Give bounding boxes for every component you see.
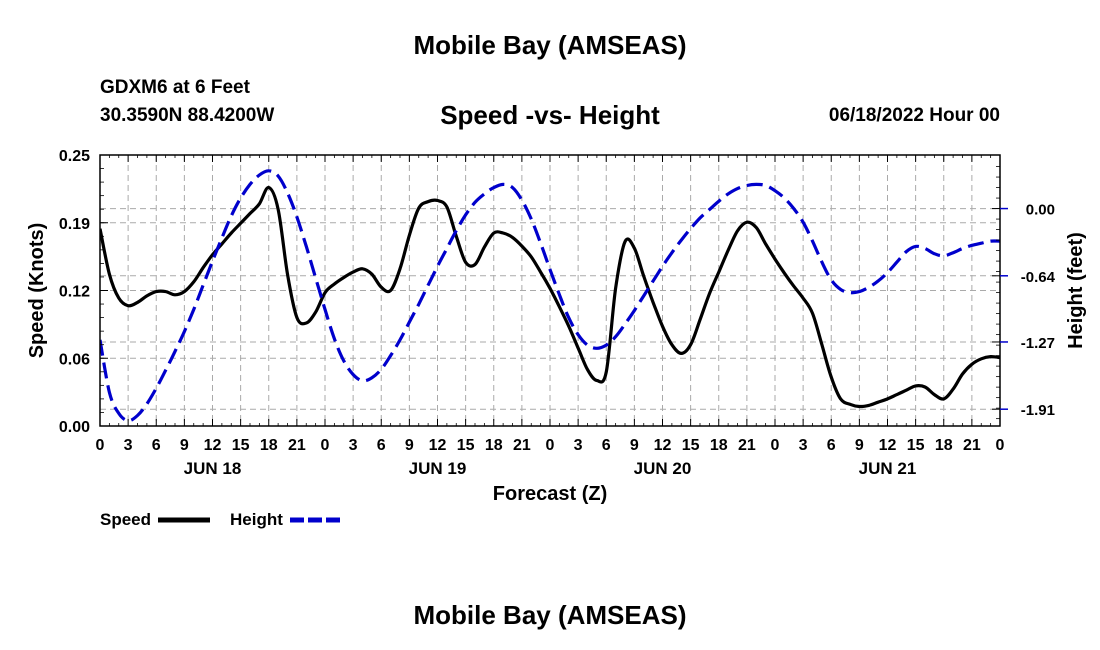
footer-title: Mobile Bay (AMSEAS) xyxy=(413,600,687,630)
x-tick-label: 18 xyxy=(485,437,503,454)
station-label: GDXM6 at 6 Feet xyxy=(100,77,250,98)
x-tick-label: 12 xyxy=(654,437,672,454)
y-tick-label: 0.19 xyxy=(59,216,90,233)
x-tick-label: 9 xyxy=(855,437,864,454)
x-tick-label: 0 xyxy=(771,437,780,454)
y2-axis-label: Height (feet) xyxy=(1065,232,1087,349)
x-tick-label: 18 xyxy=(710,437,728,454)
series-group xyxy=(100,169,1000,423)
chart-subtitle: Speed -vs- Height xyxy=(440,100,660,130)
y2-tick-label: -1.27 xyxy=(1021,335,1055,352)
forecast-datetime: 06/18/2022 Hour 00 xyxy=(828,105,1000,126)
x-tick-label: 12 xyxy=(429,437,447,454)
x-tick-label: 9 xyxy=(630,437,639,454)
y2-tick-label: -1.91 xyxy=(1021,402,1055,419)
axis-ticks: 0 3 6 9 12 15 18 21 0 3 6 9 12 15 18 21 0 3 6 9 12 15 18 21 0 3 6 9… xyxy=(59,148,1056,478)
x-tick-label: 21 xyxy=(738,437,756,454)
x-tick-label: 3 xyxy=(574,437,583,454)
x-tick-label: 21 xyxy=(963,437,981,454)
x-tick-label: 6 xyxy=(827,437,836,454)
x-tick-label: 6 xyxy=(152,437,161,454)
chart-title: Mobile Bay (AMSEAS) xyxy=(413,30,687,60)
day-label: JUN 18 xyxy=(184,459,242,478)
x-axis-label: Forecast (Z) xyxy=(493,483,607,505)
legend: Speed Height xyxy=(100,510,342,529)
x-tick-label: 0 xyxy=(96,437,105,454)
series-line-height xyxy=(100,169,1000,423)
x-tick-label: 3 xyxy=(799,437,808,454)
y-tick-label: 0.00 xyxy=(59,419,90,436)
x-tick-label: 15 xyxy=(457,437,475,454)
x-tick-label: 6 xyxy=(602,437,611,454)
day-label: JUN 19 xyxy=(409,459,467,478)
y2-tick-label: -0.64 xyxy=(1021,269,1056,286)
x-tick-label: 9 xyxy=(180,437,189,454)
x-tick-label: 0 xyxy=(546,437,555,454)
x-tick-label: 21 xyxy=(513,437,531,454)
y-tick-label: 0.06 xyxy=(59,351,90,368)
y2-tick-label: 0.00 xyxy=(1026,202,1055,219)
x-tick-label: 3 xyxy=(124,437,133,454)
y-axis-label: Speed (Knots) xyxy=(26,223,48,359)
y-tick-label: 0.25 xyxy=(59,148,90,165)
x-tick-label: 12 xyxy=(879,437,897,454)
legend-label-speed: Speed xyxy=(100,510,151,529)
series-line-speed xyxy=(100,185,1000,409)
x-tick-label: 6 xyxy=(377,437,386,454)
x-tick-label: 0 xyxy=(996,437,1005,454)
x-tick-label: 15 xyxy=(682,437,700,454)
x-tick-label: 12 xyxy=(204,437,222,454)
x-tick-label: 18 xyxy=(935,437,953,454)
day-label: JUN 21 xyxy=(859,459,917,478)
x-tick-label: 3 xyxy=(349,437,358,454)
x-tick-label: 0 xyxy=(321,437,330,454)
x-tick-label: 21 xyxy=(288,437,306,454)
x-tick-label: 15 xyxy=(232,437,250,454)
x-tick-label: 15 xyxy=(907,437,925,454)
coordinates-label: 30.3590N 88.4200W xyxy=(100,105,275,126)
x-tick-label: 18 xyxy=(260,437,278,454)
legend-label-height: Height xyxy=(230,510,283,529)
day-label: JUN 20 xyxy=(634,459,692,478)
y-tick-label: 0.12 xyxy=(59,284,90,301)
x-tick-label: 9 xyxy=(405,437,414,454)
